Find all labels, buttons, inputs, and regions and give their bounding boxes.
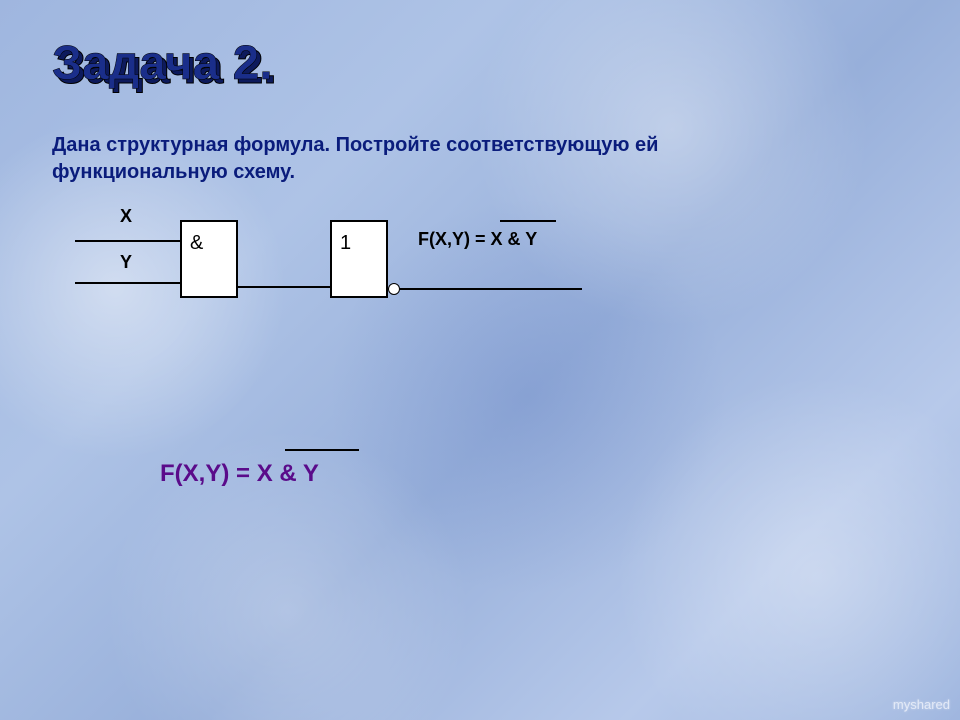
not-gate: 1 xyxy=(330,220,388,298)
input-y-label: Y xyxy=(120,252,132,273)
output-wire xyxy=(400,288,582,290)
problem-line-2: функциональную схему. xyxy=(52,161,295,183)
not-gate-symbol: 1 xyxy=(340,232,351,255)
answer-formula-term: X & Y xyxy=(257,460,319,487)
and-gate-symbol: & xyxy=(190,232,203,255)
slide-background xyxy=(0,0,960,720)
input-x-wire xyxy=(75,240,180,242)
and-gate: & xyxy=(180,220,238,298)
problem-line-1: Дана структурная формула. Постройте соот… xyxy=(52,134,658,156)
problem-statement: Дана структурная формула. Постройте соот… xyxy=(52,132,832,186)
output-formula-term: X & Y xyxy=(491,229,538,249)
watermark: myshared xyxy=(850,697,950,712)
output-overline xyxy=(500,220,556,222)
answer-formula: F(X,Y) = X & Y xyxy=(160,460,319,488)
input-x-label: X xyxy=(120,206,132,227)
wire-and-to-not xyxy=(238,286,330,288)
slide-title: Задача 2. xyxy=(52,36,273,91)
output-formula: F(X,Y) = X & Y xyxy=(418,229,537,250)
answer-formula-prefix: F(X,Y) = xyxy=(160,460,257,487)
not-gate-bubble xyxy=(388,283,400,295)
input-y-wire xyxy=(75,282,180,284)
output-formula-prefix: F(X,Y) = xyxy=(418,229,491,249)
answer-overline xyxy=(285,449,359,451)
